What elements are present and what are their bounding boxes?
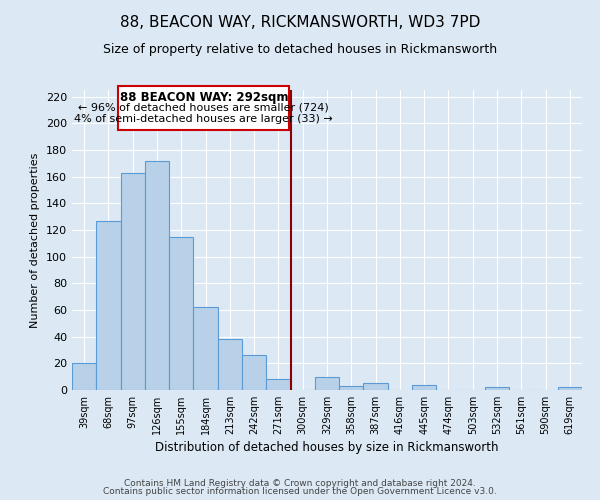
Text: Size of property relative to detached houses in Rickmansworth: Size of property relative to detached ho… bbox=[103, 42, 497, 56]
Text: Contains HM Land Registry data © Crown copyright and database right 2024.: Contains HM Land Registry data © Crown c… bbox=[124, 478, 476, 488]
Text: 88 BEACON WAY: 292sqm: 88 BEACON WAY: 292sqm bbox=[119, 92, 288, 104]
Bar bbox=[72, 364, 96, 390]
Text: 4% of semi-detached houses are larger (33) →: 4% of semi-detached houses are larger (3… bbox=[74, 114, 333, 124]
Bar bbox=[485, 388, 509, 390]
Text: Contains public sector information licensed under the Open Government Licence v3: Contains public sector information licen… bbox=[103, 487, 497, 496]
Bar bbox=[558, 388, 582, 390]
Bar bbox=[193, 308, 218, 390]
Bar bbox=[412, 384, 436, 390]
Bar bbox=[145, 160, 169, 390]
Bar bbox=[218, 340, 242, 390]
Bar bbox=[364, 384, 388, 390]
FancyBboxPatch shape bbox=[118, 86, 289, 130]
Bar bbox=[339, 386, 364, 390]
Text: ← 96% of detached houses are smaller (724): ← 96% of detached houses are smaller (72… bbox=[79, 102, 329, 112]
Y-axis label: Number of detached properties: Number of detached properties bbox=[31, 152, 40, 328]
Bar bbox=[242, 356, 266, 390]
Bar bbox=[315, 376, 339, 390]
Bar bbox=[266, 380, 290, 390]
Text: 88, BEACON WAY, RICKMANSWORTH, WD3 7PD: 88, BEACON WAY, RICKMANSWORTH, WD3 7PD bbox=[120, 15, 480, 30]
X-axis label: Distribution of detached houses by size in Rickmansworth: Distribution of detached houses by size … bbox=[155, 441, 499, 454]
Bar bbox=[169, 236, 193, 390]
Bar bbox=[96, 220, 121, 390]
Bar bbox=[121, 172, 145, 390]
